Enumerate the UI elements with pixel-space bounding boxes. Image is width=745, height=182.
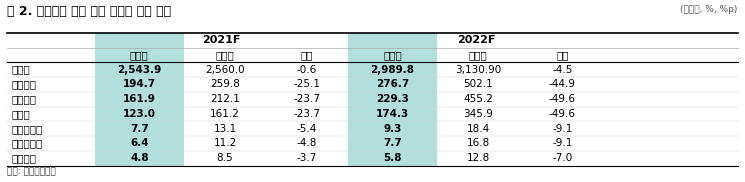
Text: -9.1: -9.1 <box>552 139 573 149</box>
Text: 212.1: 212.1 <box>210 94 240 104</box>
Text: 455.2: 455.2 <box>463 94 493 104</box>
Text: 7.7: 7.7 <box>130 124 149 134</box>
Text: -9.1: -9.1 <box>552 124 573 134</box>
Bar <box>348 33 437 166</box>
Text: (십억원, %, %p): (십억원, %, %p) <box>680 5 738 14</box>
Text: 259.8: 259.8 <box>210 79 240 89</box>
Text: 변경전: 변경전 <box>215 50 235 60</box>
Text: -25.1: -25.1 <box>294 79 320 89</box>
Text: 2,560.0: 2,560.0 <box>205 65 245 75</box>
Text: -23.7: -23.7 <box>294 94 320 104</box>
Text: -7.0: -7.0 <box>552 153 573 163</box>
Text: 순이익: 순이익 <box>11 109 30 119</box>
Text: 6.4: 6.4 <box>130 139 148 149</box>
Text: -4.8: -4.8 <box>297 139 317 149</box>
Text: 161.2: 161.2 <box>210 109 240 119</box>
Text: 자료: 하나금융투자: 자료: 하나금융투자 <box>7 167 56 176</box>
Text: 18.4: 18.4 <box>466 124 490 134</box>
Text: 3,130.90: 3,130.90 <box>455 65 501 75</box>
Text: 8.5: 8.5 <box>217 153 233 163</box>
Text: 변경후: 변경후 <box>383 50 402 60</box>
Text: 매출액: 매출액 <box>11 65 30 75</box>
Text: 세전이익률: 세전이익률 <box>11 139 42 149</box>
Text: 순이익률: 순이익률 <box>11 153 37 163</box>
Text: 502.1: 502.1 <box>463 79 493 89</box>
Text: 4.8: 4.8 <box>130 153 148 163</box>
Text: 276.7: 276.7 <box>376 79 409 89</box>
Text: 7.7: 7.7 <box>383 139 402 149</box>
Text: -23.7: -23.7 <box>294 109 320 119</box>
Text: -49.6: -49.6 <box>549 94 576 104</box>
Text: 9.3: 9.3 <box>384 124 402 134</box>
Text: 174.3: 174.3 <box>376 109 409 119</box>
Text: 16.8: 16.8 <box>466 139 490 149</box>
Text: 2,543.9: 2,543.9 <box>117 65 162 75</box>
Text: -4.5: -4.5 <box>552 65 573 75</box>
Text: 123.0: 123.0 <box>123 109 156 119</box>
Text: 5.8: 5.8 <box>384 153 402 163</box>
Text: 11.2: 11.2 <box>213 139 237 149</box>
Text: 194.7: 194.7 <box>123 79 156 89</box>
Text: 영업이익: 영업이익 <box>11 79 37 89</box>
Text: 변경후: 변경후 <box>130 50 149 60</box>
Text: -49.6: -49.6 <box>549 109 576 119</box>
Text: 2,989.8: 2,989.8 <box>370 65 415 75</box>
Text: -3.7: -3.7 <box>297 153 317 163</box>
Text: 표 2. 효성화학 연간 실적 추정치 변경 내역: 표 2. 효성화학 연간 실적 추정치 변경 내역 <box>7 5 171 18</box>
Text: -44.9: -44.9 <box>549 79 576 89</box>
Text: 161.9: 161.9 <box>123 94 156 104</box>
Text: 2021F: 2021F <box>202 35 241 45</box>
Text: 차이: 차이 <box>301 50 313 60</box>
Text: 세전이익: 세전이익 <box>11 94 37 104</box>
Text: 영업이익률: 영업이익률 <box>11 124 42 134</box>
Text: 차이: 차이 <box>557 50 568 60</box>
Text: 12.8: 12.8 <box>466 153 490 163</box>
Bar <box>95 33 184 166</box>
Text: 345.9: 345.9 <box>463 109 493 119</box>
Text: 13.1: 13.1 <box>213 124 237 134</box>
Text: -0.6: -0.6 <box>297 65 317 75</box>
Text: 변경전: 변경전 <box>469 50 488 60</box>
Text: 2022F: 2022F <box>457 35 496 45</box>
Text: -5.4: -5.4 <box>297 124 317 134</box>
Text: 229.3: 229.3 <box>376 94 409 104</box>
